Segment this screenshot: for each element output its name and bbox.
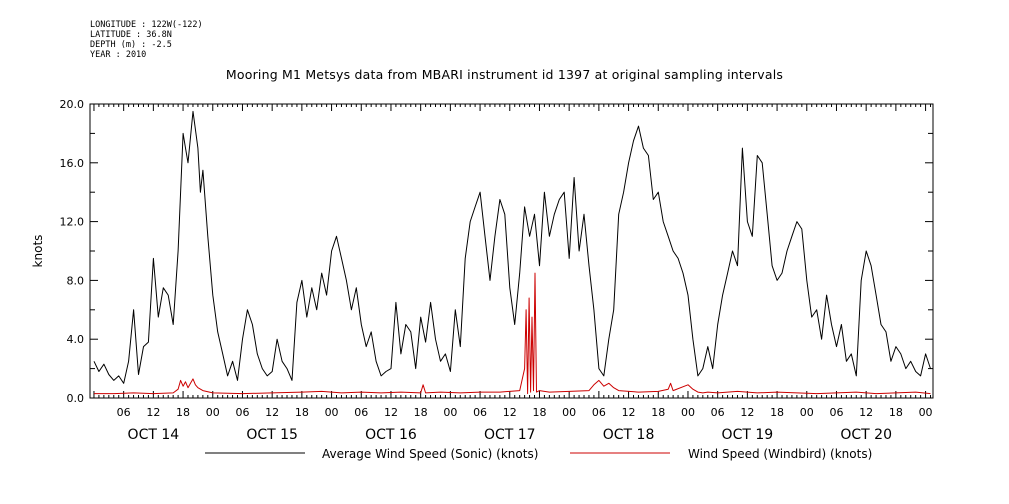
x-tick-label: 18 — [532, 406, 546, 419]
x-tick-label: 18 — [770, 406, 784, 419]
x-tick-label: 06 — [354, 406, 368, 419]
x-tick-label: 06 — [117, 406, 131, 419]
x-tick-label: 06 — [829, 406, 843, 419]
y-tick-labels: 0.0 4.0 8.0 12.0 16.0 20.0 — [60, 98, 85, 405]
y-tick-label: 20.0 — [60, 98, 85, 111]
day-label: OCT 19 — [722, 427, 774, 443]
x-tick-label: 12 — [384, 406, 398, 419]
metadata-block: LONGITUDE : 122W(-122) LATITUDE : 36.8N … — [90, 20, 203, 60]
x-tick-label: 12 — [265, 406, 279, 419]
x-tick-label: 18 — [176, 406, 190, 419]
day-label: OCT 16 — [365, 427, 417, 443]
legend-label-windbird: Wind Speed (Windbird) (knots) — [688, 447, 872, 461]
x-tick-label: 00 — [919, 406, 933, 419]
year-text: YEAR : 2010 — [90, 50, 147, 60]
tick-marks — [90, 103, 933, 399]
x-tick-label: 18 — [651, 406, 665, 419]
x-tick-label: 18 — [295, 406, 309, 419]
x-tick-label: 00 — [325, 406, 339, 419]
y-tick-label: 4.0 — [67, 333, 85, 346]
day-label: OCT 20 — [840, 427, 892, 443]
y-tick-label: 0.0 — [67, 392, 85, 405]
latitude-text: LATITUDE : 36.8N — [90, 30, 172, 40]
x-tick-label: 18 — [414, 406, 428, 419]
plot-frame — [89, 103, 934, 399]
series-lines — [93, 110, 931, 395]
x-tick-labels: 06 12 18 00 06 12 18 00 06 12 18 00 06 12 18 00 06 12 18 00… — [117, 406, 933, 419]
series-line-sonic — [93, 110, 931, 384]
legend: Average Wind Speed (Sonic) (knots) Wind … — [205, 447, 872, 461]
x-tick-label: 06 — [711, 406, 725, 419]
chart-title: Mooring M1 Metsys data from MBARI instru… — [225, 67, 784, 82]
day-label: OCT 14 — [128, 427, 180, 443]
x-tick-label: 06 — [473, 406, 487, 419]
x-tick-label: 00 — [562, 406, 576, 419]
x-tick-label: 18 — [889, 406, 903, 419]
x-tick-label: 00 — [800, 406, 814, 419]
series-line-windbird — [94, 272, 931, 395]
x-tick-label: 12 — [503, 406, 517, 419]
y-axis-label: knots — [31, 235, 45, 268]
x-tick-label: 06 — [592, 406, 606, 419]
y-tick-label: 8.0 — [67, 274, 85, 287]
day-label: OCT 18 — [603, 427, 655, 443]
longitude-text: LONGITUDE : 122W(-122) — [90, 20, 203, 30]
y-tick-label: 16.0 — [60, 157, 85, 170]
y-tick-label: 12.0 — [60, 216, 85, 229]
x-tick-label: 12 — [859, 406, 873, 419]
x-tick-label: 12 — [622, 406, 636, 419]
x-tick-label: 12 — [740, 406, 754, 419]
x-tick-label: 00 — [681, 406, 695, 419]
day-label: OCT 17 — [484, 427, 536, 443]
day-labels: OCT 14 OCT 15 OCT 16 OCT 17 OCT 18 OCT 19 OCT … — [128, 427, 892, 443]
depth-text: DEPTH (m) : -2.5 — [90, 40, 172, 50]
x-tick-label: 00 — [206, 406, 220, 419]
x-tick-label: 06 — [235, 406, 249, 419]
x-tick-label: 00 — [443, 406, 457, 419]
legend-label-sonic: Average Wind Speed (Sonic) (knots) — [322, 447, 538, 461]
day-label: OCT 15 — [246, 427, 298, 443]
x-tick-label: 12 — [146, 406, 160, 419]
